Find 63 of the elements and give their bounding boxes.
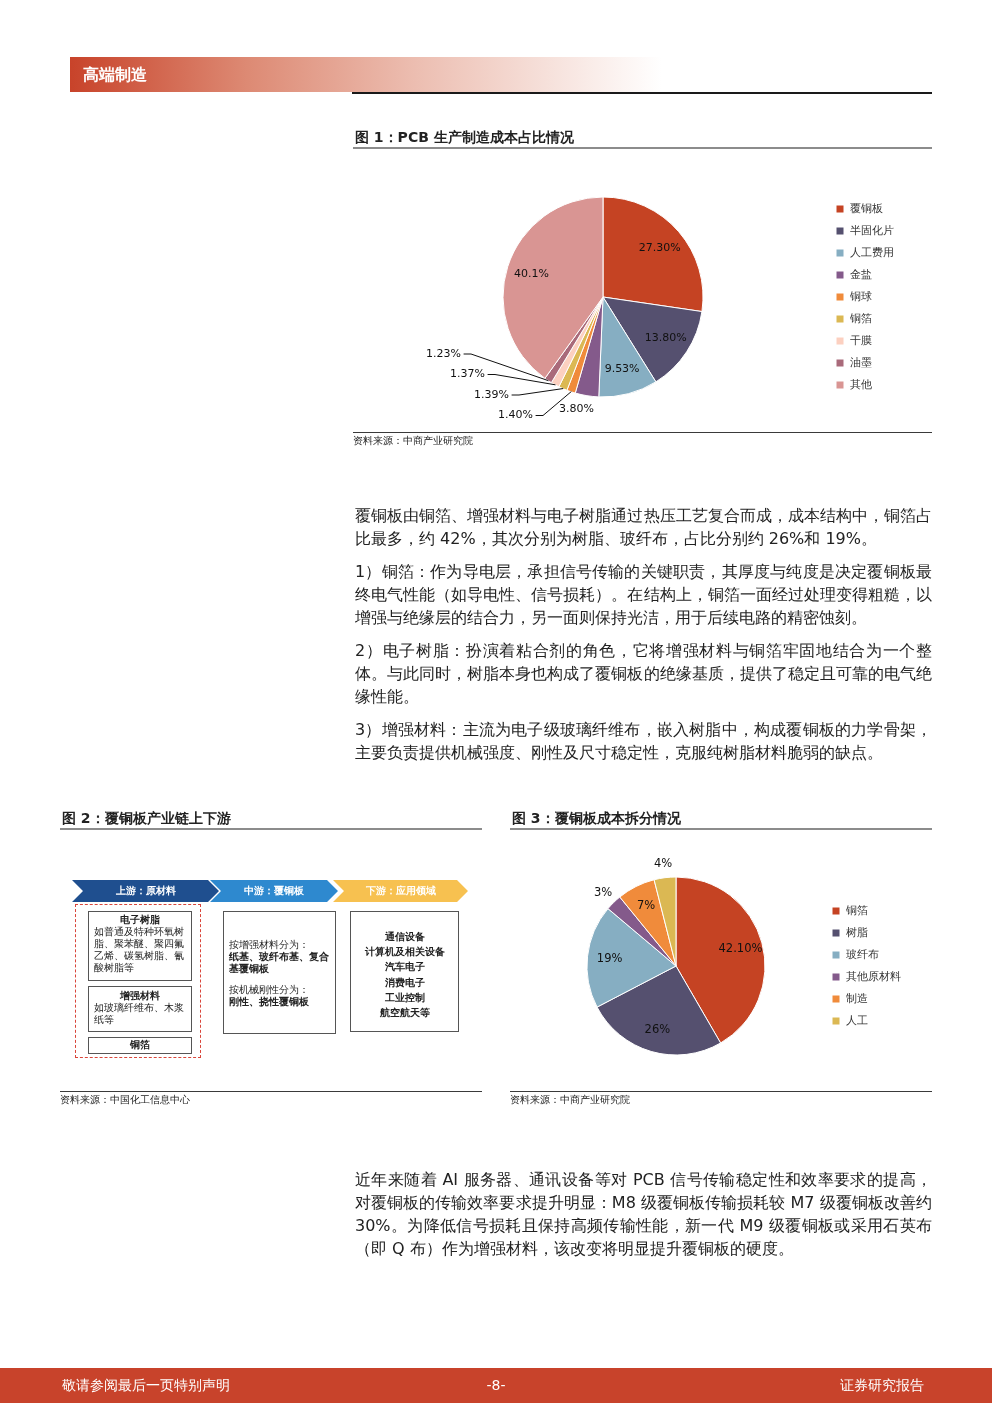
- text: 覆铜板由铜箔、增强材料与电子树脂通过热压工艺复合而成，成本结构中，铜箔占比最多，约 42%，其次分别为树脂、玻纤布，占比分别约 26%和 19%。: [355, 505, 932, 548]
- chart-title: 图 1：PCB 生产制造成本占比情况: [355, 129, 574, 145]
- category-label: 上游：原材料: [115, 885, 176, 896]
- text: 资料来源：中国化工信息中心: [60, 1094, 190, 1105]
- data-label: 9.53%: [604, 362, 640, 376]
- text: 增强材料: [120, 990, 160, 1001]
- data-label: 40.1%: [514, 266, 550, 280]
- text: 按增强材料分为：: [229, 939, 309, 950]
- legend-label: 人工费用: [849, 245, 894, 259]
- legend-label: 制造: [845, 991, 868, 1005]
- text: 通信设备: [384, 931, 425, 942]
- data-label: 27.30%: [638, 240, 681, 254]
- category-label: 下游：应用领域: [365, 885, 436, 896]
- data-label: 26%: [644, 1022, 671, 1037]
- data-label: 1.40%: [498, 408, 533, 422]
- text: 计算机及相关设备: [364, 946, 445, 958]
- legend-label: 油墨: [849, 355, 872, 369]
- legend-label: 干膜: [849, 333, 872, 347]
- data-label: 1.37%: [450, 367, 485, 381]
- data-label: 1.39%: [474, 387, 509, 401]
- text: 电子树脂: [120, 914, 160, 925]
- text: 航空航天等: [379, 1007, 430, 1019]
- data-label: 1.23%: [426, 346, 461, 360]
- legend-label: 其他: [849, 377, 872, 391]
- data-label: 13.80%: [644, 330, 687, 344]
- legend-label: 铜球: [848, 289, 872, 303]
- text: 消费电子: [384, 976, 425, 988]
- legend-label: 树脂: [845, 925, 868, 939]
- text: 汽车电子: [384, 961, 425, 973]
- text: 资料来源：中商产业研究院: [353, 435, 473, 446]
- legend-label: 人工: [845, 1013, 868, 1027]
- text: -8-: [486, 1377, 506, 1393]
- text: 证券研究报告: [840, 1377, 924, 1393]
- legend-label: 铜箔: [844, 903, 868, 917]
- category-label: 中游：覆铜板: [244, 885, 304, 896]
- legend-label: 玻纤布: [845, 947, 879, 961]
- chart-title: 图 3：覆铜板成本拆分情况: [512, 810, 681, 826]
- text: 3）增强材料：主流为电子级玻璃纤维布，嵌入树脂中，构成覆铜板的力学骨架，主要负责提供机械强度、刚性及尺寸稳定性，克服纯树脂材料脆弱的缺点。: [355, 719, 932, 762]
- text: 近年来随着 AI 服务器、通讯设备等对 PCB 信号传输稳定性和效率要求的提高，对覆铜板的传输效率要求提升明显：M8 级覆铜板传输损耗较 M7 级覆铜板改善约 30%。为降低信号损耗且保持高频传输性能，新一代 M9 级覆铜板或采用石英布（即 Q 布）作为增强材料，该改变将明显提升覆铜板的硬度。: [355, 1169, 932, 1258]
- text: 敬请参阅最后一页特别声明: [62, 1377, 230, 1393]
- data-label: 3.80%: [558, 402, 594, 416]
- legend-label: 金盐: [849, 267, 872, 281]
- text: 资料来源：中商产业研究院: [510, 1094, 630, 1105]
- text: 1）铜箔：作为导电层，承担信号传输的关键职责，其厚度与纯度是决定覆铜板最终电气性能（如导电性、信号损耗）。在结构上，铜箔一面经过处理变得粗糙，以增强与绝缘层的结合力，另一面则保持光洁，用于后续电路的精密蚀刻。: [355, 561, 932, 627]
- data-label: 7%: [636, 898, 656, 913]
- text: 铜箔: [130, 1039, 150, 1050]
- data-label: 42.10%: [718, 940, 763, 955]
- text: 如普通及特种环氧树脂、聚苯醚、聚四氟乙烯、碳氢树脂、氰酸树脂等: [94, 926, 184, 973]
- text: 刚性、挠性覆铜板: [229, 996, 309, 1007]
- legend-label: 半固化片: [849, 223, 894, 237]
- text: 工业控制: [384, 991, 425, 1003]
- data-label: 4%: [653, 856, 673, 871]
- text: 按机械刚性分为：: [229, 984, 309, 995]
- data-label: 19%: [596, 950, 623, 965]
- data-label: 3%: [593, 885, 613, 899]
- text: 图 2：覆铜板产业链上下游: [62, 810, 231, 826]
- legend-label: 其他原材料: [845, 969, 901, 983]
- text: 高端制造: [83, 65, 147, 84]
- text: 纸基、玻纤布基、复合基覆铜板: [229, 951, 329, 974]
- legend-label: 铜箔: [848, 311, 872, 325]
- text: 2）电子树脂：扮演着粘合剂的角色，它将增强材料与铜箔牢固地结合为一个整体。与此同时，树脂本身也构成了覆铜板的绝缘基质，提供了稳定且可靠的电气绝缘性能。: [355, 640, 932, 706]
- text: 如玻璃纤维布、木浆纸等: [94, 1002, 184, 1025]
- legend-label: 覆铜板: [849, 201, 883, 215]
